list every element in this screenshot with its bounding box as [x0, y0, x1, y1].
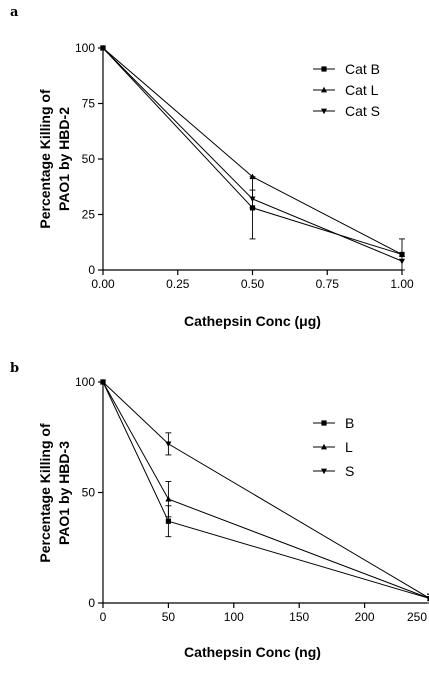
data-point — [165, 441, 172, 448]
y-tick-label: 75 — [82, 97, 96, 111]
series-line — [102, 381, 429, 599]
legend-marker — [321, 420, 327, 426]
y-axis-title-line-1: Percentage Killing of — [37, 89, 53, 229]
legend-label: Cat L — [345, 82, 379, 98]
legend-label: B — [345, 415, 354, 431]
data-point — [399, 258, 405, 265]
x-tick-label: 0 — [100, 610, 107, 624]
data-point — [100, 379, 106, 386]
x-tick-label: 0.50 — [241, 277, 265, 291]
x-axis-title: Cathepsin Conc (μg) — [184, 313, 321, 329]
x-axis-title: Cathepsin Conc (ng) — [184, 644, 321, 660]
y-tick-label: 0 — [88, 263, 95, 277]
legend-label: Cat S — [345, 103, 380, 119]
y-tick-label: 50 — [82, 486, 96, 500]
data-point — [165, 495, 172, 502]
data-point — [165, 518, 171, 524]
data-point — [427, 595, 429, 602]
x-tick-label: 200 — [355, 610, 375, 624]
panel-b: b 0 50 100 0 50 100 150 200 250 Cathepsin Conc (ng… — [10, 361, 429, 660]
data-point — [100, 45, 106, 52]
y-tick-label: 100 — [75, 375, 95, 389]
data-point — [399, 251, 405, 257]
legend-label: S — [345, 463, 354, 479]
legend-marker — [321, 468, 327, 475]
y-axis-title-line-2: PAO1 by HBD-3 — [56, 441, 72, 545]
y-tick-label: 0 — [88, 596, 95, 610]
legend-marker — [321, 108, 327, 115]
x-tick-label: 150 — [289, 610, 309, 624]
legend-label: L — [345, 439, 353, 455]
x-tick-label: 0.75 — [316, 277, 340, 291]
data-point — [249, 196, 256, 203]
legend-marker — [321, 86, 327, 93]
data-point — [249, 173, 256, 180]
y-tick-label: 50 — [82, 152, 96, 166]
legend-marker — [321, 66, 327, 72]
x-tick-label: 0.00 — [91, 277, 115, 291]
y-axis-title-line-1: Percentage Killing of — [37, 423, 53, 563]
y-axis-title-line-2: PAO1 by HBD-2 — [56, 107, 72, 211]
y-tick-label: 100 — [75, 41, 95, 55]
x-tick-label: 0.25 — [166, 277, 190, 291]
x-tick-label: 100 — [224, 610, 244, 624]
panel-a: a 0 25 50 75 100 0.00 0.25 0.50 0.75 1.00 Cathepsin… — [10, 5, 414, 329]
x-tick-label: 1.00 — [390, 277, 414, 291]
series-line — [102, 381, 429, 599]
legend-label: Cat B — [345, 61, 380, 77]
series-line — [102, 381, 429, 599]
x-tick-label: 50 — [162, 610, 176, 624]
legend-marker — [321, 443, 327, 450]
panel-letter: b — [10, 361, 19, 376]
y-tick-label: 25 — [82, 208, 96, 222]
panel-letter: a — [10, 5, 19, 20]
x-tick-label: 250 — [407, 610, 427, 624]
